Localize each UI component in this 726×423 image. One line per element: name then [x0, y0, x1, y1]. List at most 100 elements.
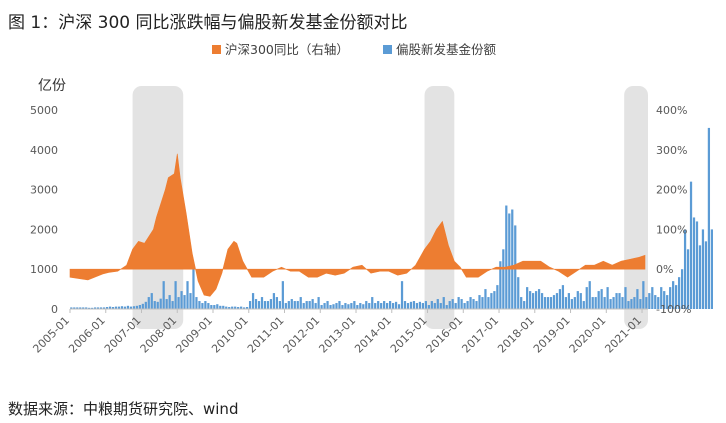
fund-share-bar: [704, 241, 708, 309]
x-tick-label: 2005-01: [30, 314, 72, 356]
legend-label: 沪深300同比（右轴）: [225, 42, 349, 57]
fund-share-bar: [204, 301, 207, 309]
fund-share-bar: [421, 303, 425, 309]
y-right-tick-label: 0%: [656, 263, 673, 276]
fund-share-bar: [621, 297, 624, 309]
fund-share-bar: [374, 303, 377, 309]
fund-share-bar: [248, 301, 252, 309]
fund-share-bar: [386, 303, 389, 309]
fund-share-bar: [529, 291, 532, 309]
fund-share-bar: [508, 213, 511, 309]
fund-share-bar: [469, 297, 472, 309]
fund-share-bar: [642, 281, 645, 309]
fund-share-bar: [552, 295, 556, 309]
fund-share-bar: [499, 261, 502, 309]
fund-share-bar: [332, 304, 335, 309]
fund-share-bar: [564, 297, 568, 309]
fund-share-bar: [523, 301, 526, 309]
fund-share-bar: [624, 287, 627, 309]
fund-share-bar: [183, 295, 186, 309]
fund-share-bar: [237, 307, 240, 309]
fund-share-bar: [189, 293, 192, 309]
fund-share-bar: [198, 301, 201, 309]
fund-share-bar: [222, 305, 225, 309]
fund-share-bar: [454, 303, 457, 309]
fund-share-bar: [493, 291, 496, 309]
fund-share-bar: [594, 297, 597, 309]
fund-share-bar: [666, 295, 669, 309]
fund-share-bar: [320, 305, 323, 309]
fund-share-bar: [353, 301, 356, 309]
fund-share-bar: [138, 305, 141, 309]
fund-share-bar: [433, 303, 436, 309]
fund-share-bar: [269, 299, 273, 309]
fund-share-bar: [534, 291, 538, 309]
fund-share-bar: [377, 301, 380, 309]
fund-share-bar: [287, 301, 290, 309]
fund-share-bar: [225, 306, 228, 309]
fund-share-bar: [347, 304, 350, 309]
fund-share-bar: [600, 289, 603, 309]
fund-share-bar: [675, 285, 678, 309]
fund-share-bar: [341, 305, 344, 309]
fund-share-bar: [165, 299, 168, 309]
bar-series: [70, 127, 714, 309]
fund-share-bar: [603, 297, 606, 309]
fund-share-bar: [558, 289, 562, 309]
fund-share-bar: [543, 297, 547, 309]
fund-share-bar: [707, 127, 711, 309]
x-tick-label: 2020-01: [567, 314, 609, 356]
fund-share-bar: [648, 293, 651, 309]
fund-share-bar: [141, 303, 144, 309]
y-left-tick-label: 4000: [30, 144, 58, 157]
fund-share-bar: [430, 301, 433, 309]
fund-share-bar: [582, 301, 585, 309]
fund-share-bar: [275, 297, 279, 309]
fund-share-bar: [439, 303, 442, 309]
fund-share-bar: [490, 293, 493, 309]
fund-share-bar: [266, 301, 270, 309]
fund-share-bar: [70, 307, 73, 309]
fund-share-bar: [591, 297, 594, 309]
fund-share-bar: [436, 299, 439, 309]
fund-share-bar: [79, 307, 82, 309]
y-left-tick-label: 5000: [30, 104, 58, 117]
fund-share-bar: [609, 299, 612, 309]
fund-share-bar: [251, 293, 255, 309]
fund-share-bar: [144, 301, 147, 309]
fund-share-bar: [213, 305, 216, 309]
y-left-tick-label: 1000: [30, 263, 58, 276]
fund-share-bar: [180, 291, 183, 309]
fund-share-bar: [254, 299, 258, 309]
fund-share-bar: [380, 303, 383, 309]
fund-share-bar: [537, 289, 541, 309]
fund-share-bar: [219, 305, 222, 309]
fund-share-bar: [540, 293, 544, 309]
fund-share-bar: [555, 293, 559, 309]
fund-share-bar: [201, 303, 204, 309]
fund-share-bar: [91, 307, 94, 309]
fund-share-bar: [701, 229, 705, 309]
fund-share-bar: [612, 297, 615, 309]
fund-share-bar: [314, 303, 317, 309]
fund-share-bar: [394, 301, 398, 309]
fund-share-bar: [415, 303, 419, 309]
fund-share-bar: [359, 303, 362, 309]
fund-share-bar: [663, 291, 666, 309]
fund-share-bar: [120, 306, 124, 309]
fund-share-bar: [150, 293, 153, 309]
fund-share-bar: [412, 301, 416, 309]
fund-share-bar: [561, 285, 565, 309]
x-tick-label: 2021-01: [602, 314, 644, 356]
fund-share-bar: [243, 307, 246, 309]
legend-label: 偏股新发基金份额: [396, 42, 497, 57]
fund-share-bar: [293, 301, 296, 309]
fund-share-bar: [409, 301, 413, 309]
fund-share-bar: [234, 306, 237, 309]
fund-share-bar: [511, 209, 514, 309]
fund-share-bar: [174, 281, 177, 309]
source-note: 数据来源：中粮期货研究院、wind: [8, 400, 239, 418]
fund-share-bar: [466, 301, 469, 309]
fund-share-bar: [388, 301, 392, 309]
fund-share-bar: [129, 306, 133, 309]
